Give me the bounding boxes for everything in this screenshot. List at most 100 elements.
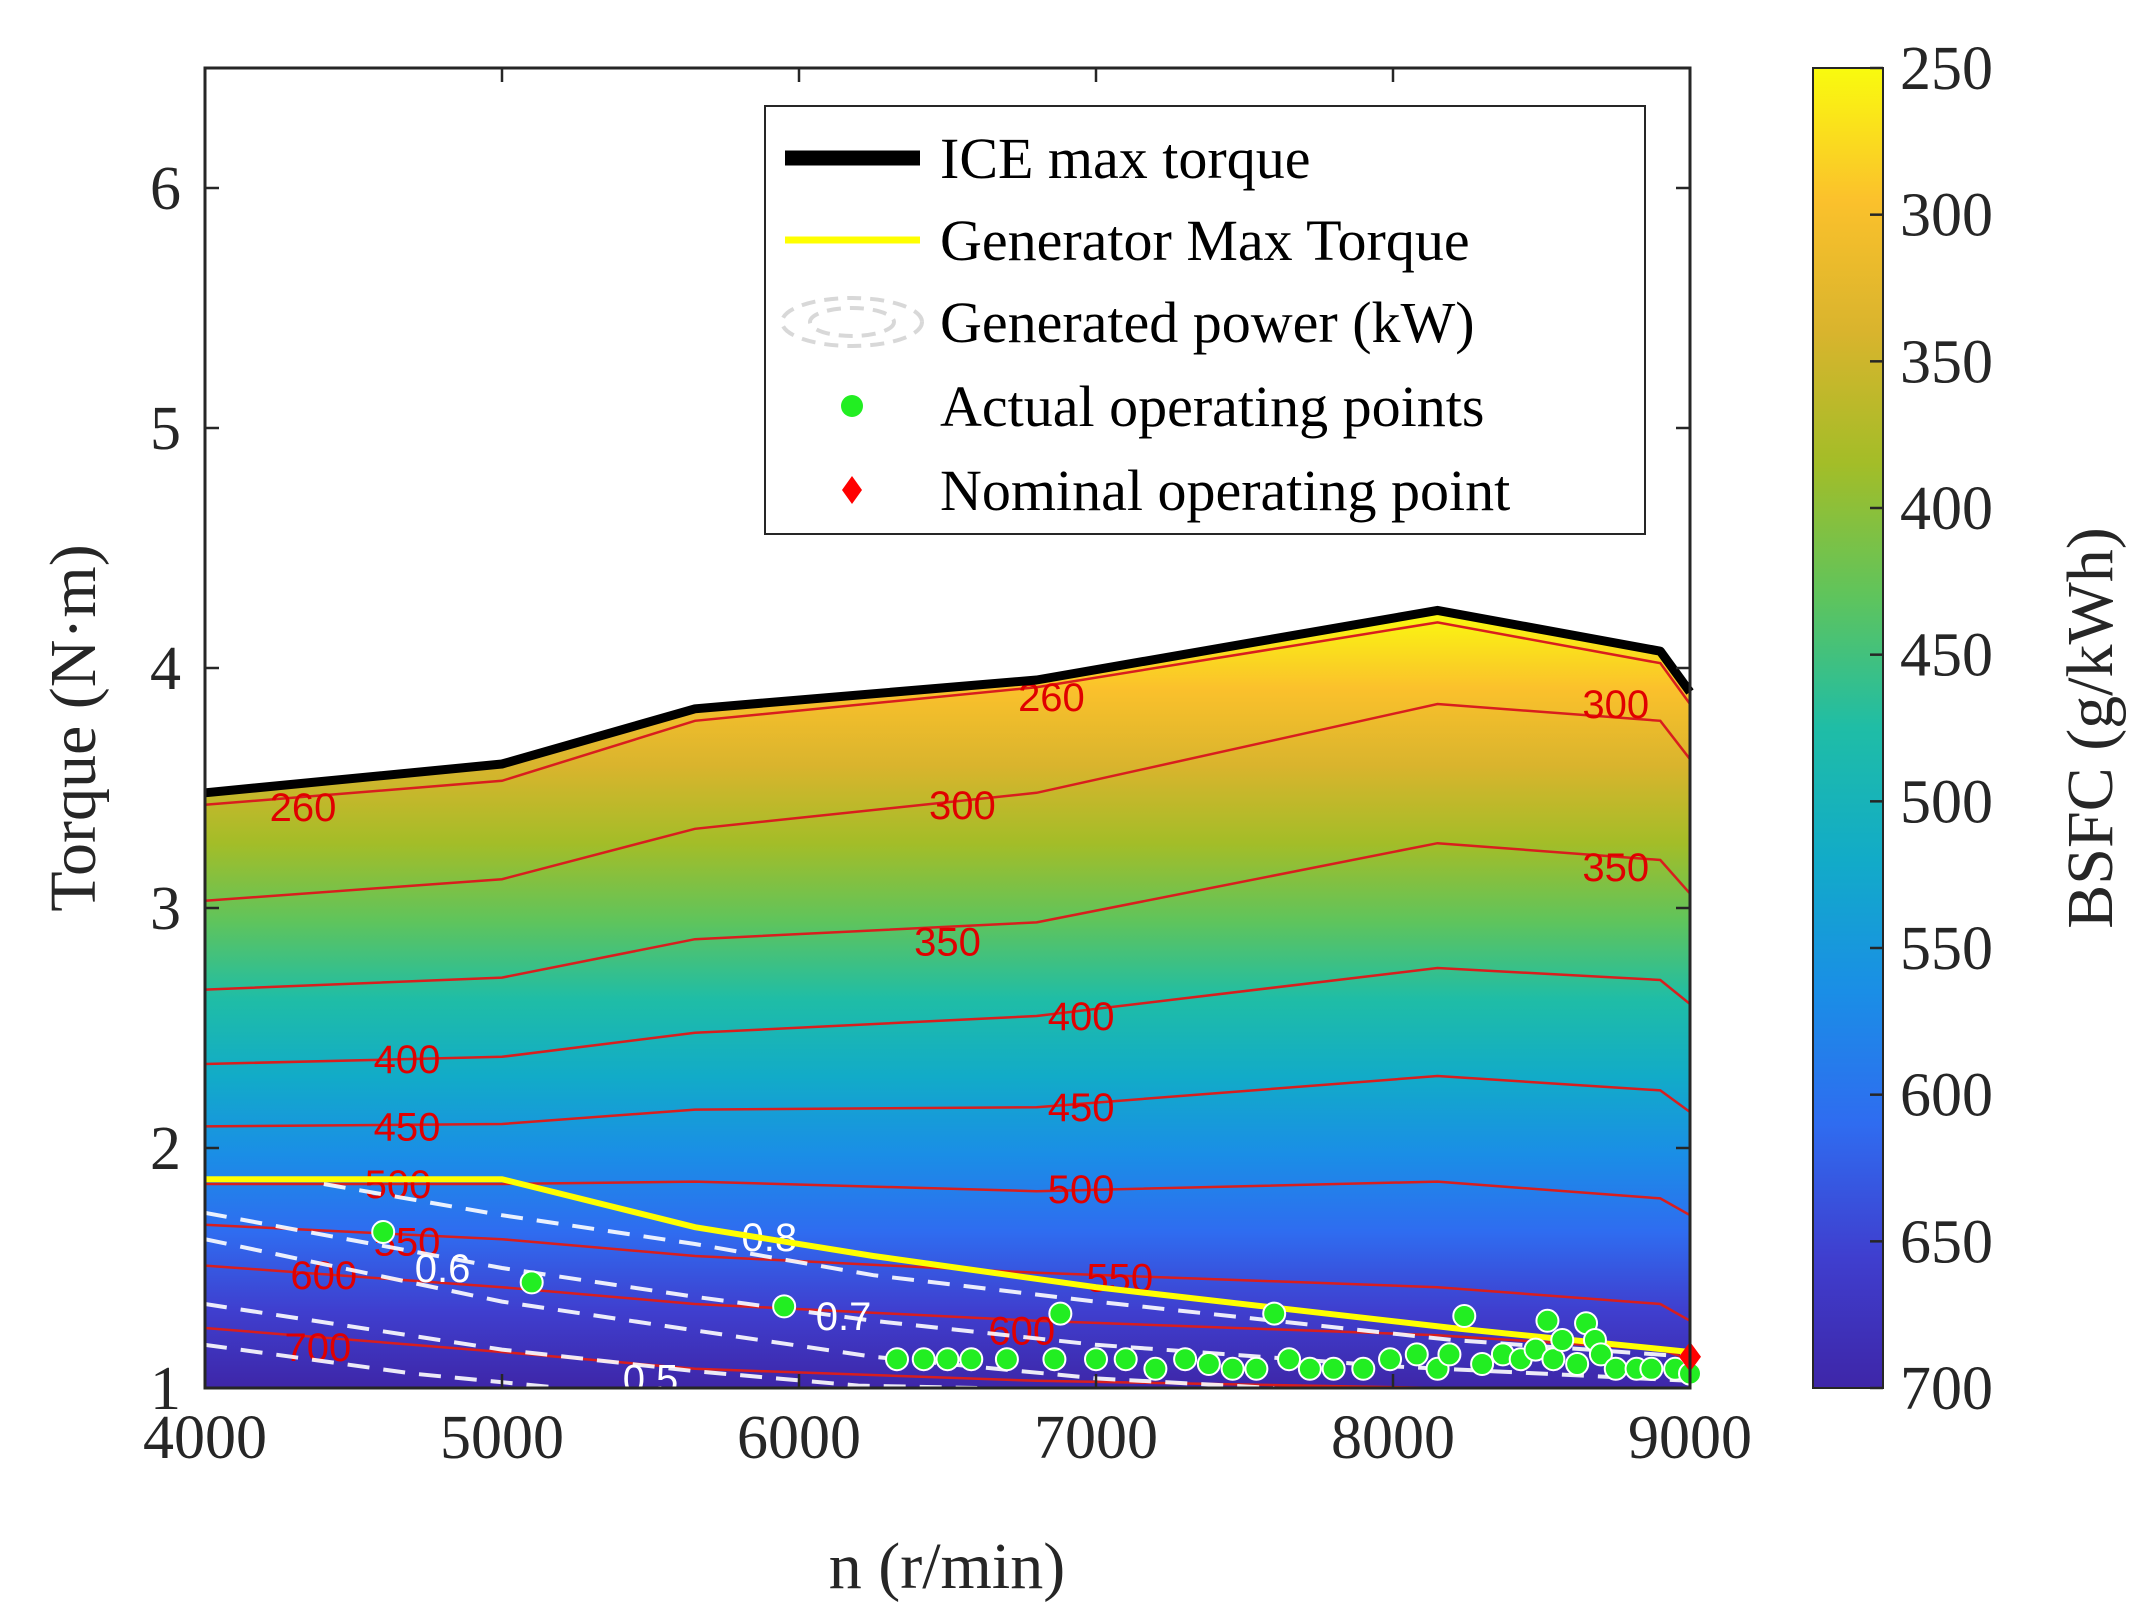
actual-point: [1113, 1347, 1138, 1372]
actual-point: [1196, 1352, 1221, 1376]
generator-max-torque-path: [205, 1176, 1690, 1355]
legend-label-generator: Generator Max Torque: [940, 208, 1470, 273]
actual-point: [1244, 1356, 1269, 1381]
y-tick-label: 6: [150, 155, 181, 223]
x-axis-label: n (r/min): [829, 1530, 1065, 1603]
bsfc-label-400: 400: [1048, 995, 1115, 1039]
actual-point: [1321, 1356, 1346, 1381]
actual-point: [1588, 1342, 1613, 1367]
actual-point: [1143, 1356, 1168, 1381]
colorbar-tick-label: 300: [1900, 182, 1993, 250]
bsfc-contour-260: [205, 621, 1690, 807]
actual-point: [959, 1347, 984, 1372]
actual-point: [1404, 1342, 1429, 1367]
legend-box: [764, 105, 1646, 535]
legend-swatch-power: [780, 296, 924, 348]
legend-swatch-nominal: [842, 476, 862, 504]
actual-point: [885, 1347, 910, 1372]
actual-point: [1470, 1352, 1495, 1376]
bsfc-label-600: 600: [290, 1254, 357, 1298]
bsfc-label-450: 450: [374, 1105, 441, 1149]
bsfc-label-300: 300: [929, 784, 996, 828]
bsfc-contour-450: [205, 1074, 1690, 1128]
bsfc-filled-region: [205, 610, 1690, 1388]
colorbar-tick-label: 700: [1900, 1355, 1993, 1423]
power-contour-0.5: [205, 1302, 978, 1388]
bsfc-label-300: 300: [1582, 683, 1649, 727]
actual-point: [1550, 1328, 1575, 1352]
bsfc-contour-400: [205, 966, 1690, 1066]
ice-max-torque-line: [204, 605, 1694, 798]
y-axis-ticks: 1 2 3 4 5 6: [150, 155, 1690, 1423]
bsfc-label-350: 350: [914, 921, 981, 965]
bsfc-label-700: 700: [284, 1326, 351, 1370]
actual-point: [1042, 1347, 1067, 1372]
x-tick-label: 9000: [1628, 1404, 1752, 1472]
bsfc-contour-500: [205, 1180, 1690, 1217]
power-label-0.7: 0.7: [816, 1295, 872, 1339]
bsfc-label-450: 450: [1048, 1086, 1115, 1130]
bsfc-contour-300: [205, 702, 1690, 903]
colorbar-ticks: 250 300 350 400 450 500 550 600 650 700: [1870, 35, 1993, 1423]
legend-label-power: Generated power (kW): [940, 290, 1475, 355]
x-tick-label: 5000: [440, 1404, 564, 1472]
ice-max-torque-path: [204, 605, 1694, 798]
actual-point: [1565, 1352, 1590, 1376]
actual-point: [1297, 1356, 1322, 1381]
y-axis-label: Torque (N·m): [37, 544, 110, 911]
legend-swatch-actual: [841, 395, 863, 417]
generator-max-torque-line: [205, 1176, 1690, 1355]
colorbar-tick-label: 500: [1900, 768, 1993, 836]
bsfc-label-500: 500: [365, 1163, 432, 1207]
power-label-0.5: 0.5: [623, 1357, 679, 1401]
bsfc-contour-350: [205, 841, 1690, 991]
actual-point: [519, 1270, 544, 1295]
actual-point: [1541, 1347, 1566, 1372]
actual-point: [911, 1347, 936, 1372]
actual-point: [1452, 1304, 1477, 1328]
colorbar-tick-label: 650: [1900, 1208, 1993, 1276]
power-contour-0.6: [205, 1237, 1275, 1388]
actual-point: [1603, 1356, 1628, 1381]
colorbar-label: BSFC (g/kWh): [2054, 527, 2127, 929]
y-tick-label: 5: [150, 395, 181, 463]
x-axis-ticks: 4000 5000 6000 7000 8000 9000: [143, 68, 1752, 1472]
colorbar-tick-label: 250: [1900, 35, 1993, 103]
actual-point: [1535, 1308, 1560, 1333]
colorbar-tick-label: 350: [1900, 328, 1993, 396]
actual-operating-points: [371, 1220, 1702, 1386]
power-contour-0.4: [205, 1342, 562, 1388]
power-contour-labels: 0.80.70.60.5: [415, 1216, 872, 1401]
bsfc-contour-700: [205, 1326, 1690, 1388]
x-tick-label: 4000: [143, 1404, 267, 1472]
actual-point: [1277, 1347, 1302, 1372]
actual-point: [1378, 1347, 1403, 1372]
plot-frame: [203, 66, 1692, 1390]
legend-label-nominal: Nominal operating point: [940, 458, 1510, 523]
legend-label-ice: ICE max torque: [940, 126, 1310, 191]
colorbar: [1812, 67, 1884, 1389]
power-contour-0.8: [323, 1182, 1690, 1359]
bsfc-label-600: 600: [988, 1309, 1055, 1353]
x-tick-label: 7000: [1034, 1404, 1158, 1472]
actual-point: [1173, 1347, 1198, 1372]
legend-label-actual: Actual operating points: [940, 374, 1484, 439]
colorbar-tick-label: 600: [1900, 1062, 1993, 1130]
bsfc-label-500: 500: [1048, 1168, 1115, 1212]
colorbar-tick-label: 400: [1900, 475, 1993, 543]
x-tick-label: 6000: [737, 1404, 861, 1472]
actual-point: [994, 1347, 1019, 1372]
actual-point: [1351, 1356, 1376, 1381]
bsfc-fill-area: [205, 610, 1690, 1388]
y-tick-label: 2: [150, 1115, 181, 1183]
actual-point: [772, 1294, 797, 1319]
actual-point: [1262, 1301, 1287, 1326]
bsfc-label-260: 260: [270, 786, 337, 830]
bsfc-contour-550: [205, 1223, 1690, 1322]
y-tick-label: 1: [150, 1355, 181, 1423]
x-tick-label: 8000: [1331, 1404, 1455, 1472]
actual-point: [935, 1347, 960, 1372]
y-tick-label: 3: [150, 875, 181, 943]
